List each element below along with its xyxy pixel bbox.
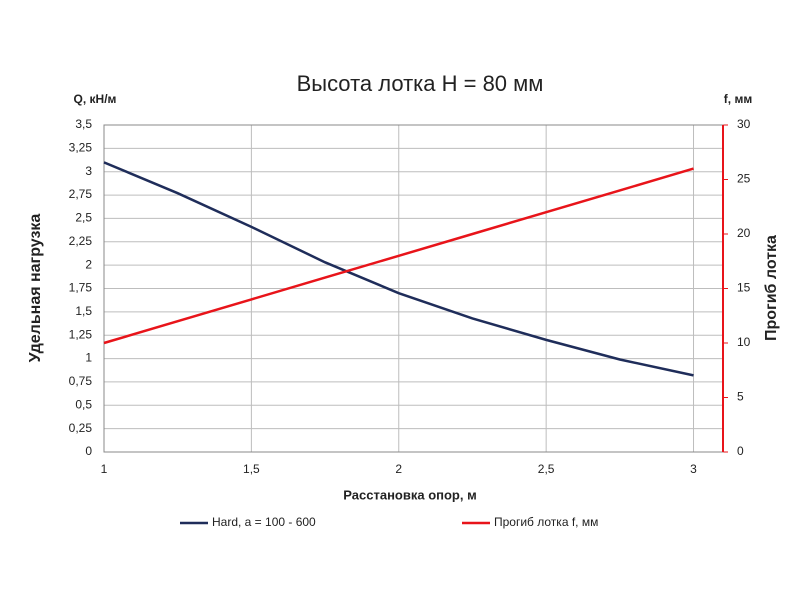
legend-label: Hard, a = 100 - 600: [212, 515, 316, 529]
y2-axis-title: Прогиб лотка: [763, 235, 780, 341]
y-tick-label: 0: [85, 444, 92, 458]
y2-tick-label: 30: [737, 117, 751, 131]
y-tick-label: 1,25: [69, 327, 93, 341]
y-tick-label: 3,5: [75, 117, 92, 131]
series-line: [103, 161, 694, 377]
x-tick-label: 2,5: [538, 462, 555, 476]
y-tick-label: 3,25: [69, 141, 93, 155]
x-tick-label: 1: [101, 462, 108, 476]
y-tick-label: 2,25: [69, 234, 93, 248]
y-unit: Q, кН/м: [74, 92, 117, 106]
x-axis-title: Расстановка опор, м: [343, 487, 476, 502]
y-tick-label: 1,5: [75, 304, 92, 318]
y-tick-label: 0,5: [75, 397, 92, 411]
y-tick-label: 0,75: [69, 374, 93, 388]
x-tick-label: 3: [690, 462, 697, 476]
x-tick-label: 2: [395, 462, 402, 476]
y2-tick-label: 15: [737, 281, 751, 295]
y-tick-label: 2: [85, 257, 92, 271]
y-tick-label: 1: [85, 351, 92, 365]
y2-unit: f, мм: [724, 92, 753, 106]
y2-tick-label: 0: [737, 444, 744, 458]
y-axis-title: Удельная нагрузка: [27, 214, 44, 363]
y-tick-label: 3: [85, 164, 92, 178]
y2-tick-label: 20: [737, 226, 751, 240]
y2-tick-label: 25: [737, 172, 751, 186]
legend-label: Прогиб лотка f, мм: [494, 515, 598, 529]
y-tick-label: 2,75: [69, 187, 93, 201]
chart-title: Высота лотка H = 80 мм: [297, 71, 544, 96]
series-line: [103, 167, 694, 345]
y2-tick-label: 10: [737, 335, 751, 349]
y-tick-label: 0,25: [69, 421, 93, 435]
x-tick-label: 1,5: [243, 462, 260, 476]
y2-tick-label: 5: [737, 390, 744, 404]
y-tick-label: 1,75: [69, 281, 93, 295]
y-tick-label: 2,5: [75, 211, 92, 225]
